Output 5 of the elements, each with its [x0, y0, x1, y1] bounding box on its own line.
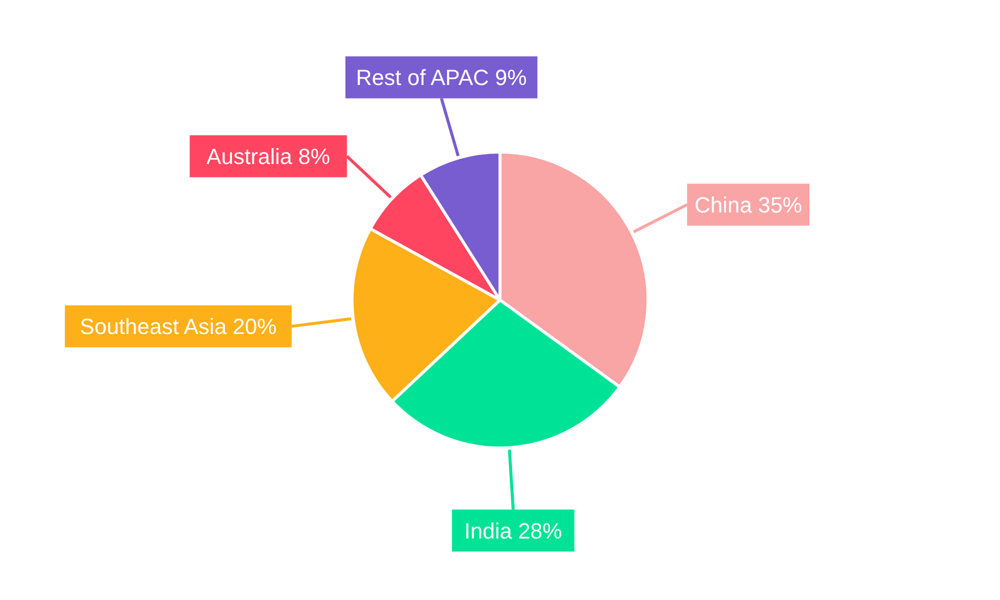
slice-label: Australia 8%: [206, 144, 330, 169]
slice-label: China 35%: [694, 192, 802, 218]
slice-label: India 28%: [464, 518, 562, 544]
slice-label: Southeast Asia 20%: [80, 314, 277, 340]
slice-label: Rest of APAC 9%: [356, 65, 527, 90]
